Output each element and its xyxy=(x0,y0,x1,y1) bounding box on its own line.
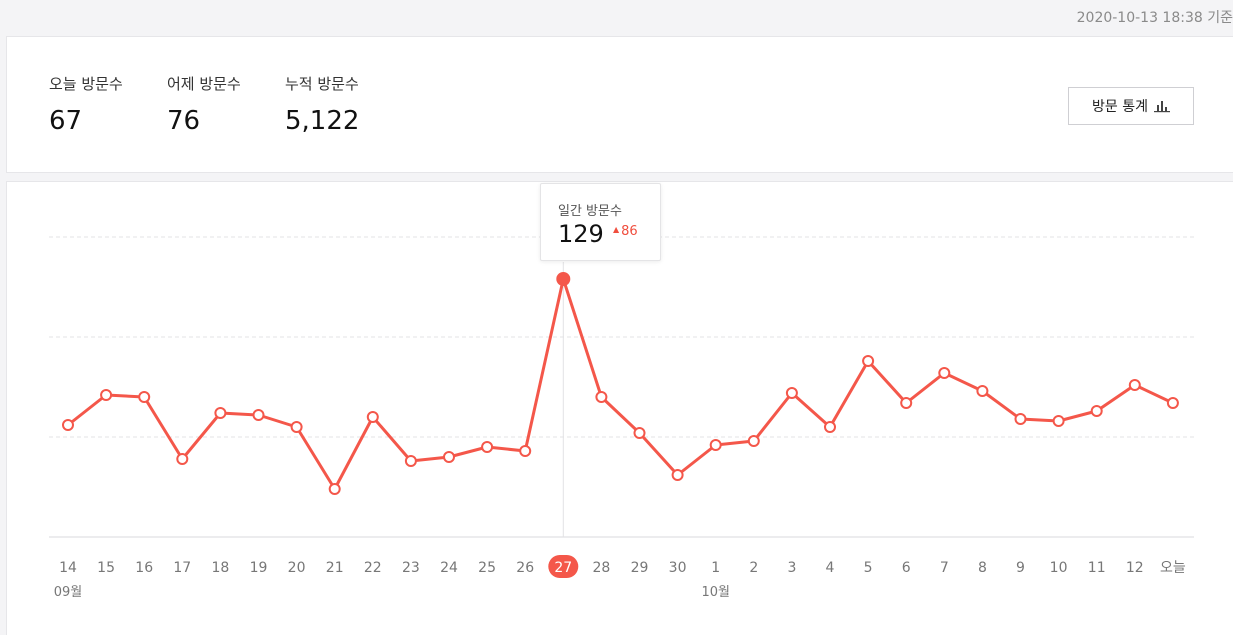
visit-stats-button-label: 방문 통계 xyxy=(1092,99,1148,115)
x-tick-label: 2 xyxy=(749,560,758,576)
x-tick-label: 6 xyxy=(902,560,911,576)
data-point xyxy=(1014,413,1027,425)
x-tick-label: 8 xyxy=(978,560,987,576)
data-point xyxy=(824,421,836,433)
data-point xyxy=(138,391,151,403)
data-point xyxy=(252,409,265,421)
x-tick-label: 14 xyxy=(59,560,77,576)
data-point xyxy=(1128,379,1141,391)
x-tick-label: 4 xyxy=(826,560,835,576)
x-tick-label: 5 xyxy=(864,560,873,576)
stat-today: 오늘 방문수 67 xyxy=(49,73,123,136)
data-point xyxy=(100,389,113,401)
x-month-label: 09월 xyxy=(54,585,83,600)
stat-total-label: 누적 방문수 xyxy=(285,75,359,93)
data-point xyxy=(519,445,532,457)
timestamp: 2020-10-13 18:38 기준 xyxy=(1076,10,1233,26)
data-point-highlighted xyxy=(556,272,571,286)
data-point xyxy=(671,469,684,481)
data-point xyxy=(862,355,875,367)
x-tick-label: 23 xyxy=(402,560,420,576)
data-point xyxy=(328,483,341,495)
x-tick-label: 22 xyxy=(364,560,382,576)
chart-tooltip: 일간 방문수 129 ▲ 86 xyxy=(540,183,661,261)
series-line xyxy=(67,277,1174,491)
x-tick-label: 9 xyxy=(1016,560,1025,576)
x-tick-label: 18 xyxy=(211,560,229,576)
x-tick-label: 21 xyxy=(326,560,344,576)
stat-yesterday: 어제 방문수 76 xyxy=(167,73,241,136)
tooltip-delta: ▲ 86 xyxy=(613,224,638,239)
x-tick-label: 7 xyxy=(940,560,949,576)
summary-card: 오늘 방문수 67 어제 방문수 76 누적 방문수 5,122 방문 통계 xyxy=(6,36,1233,173)
bar-chart-icon xyxy=(1153,101,1170,113)
x-tick-label: 17 xyxy=(173,560,191,576)
chart-card: 14 15 16 17 18 19 20 21 22 23 24 25 26 27 28 29 30 1 2 3 4 5 6… xyxy=(6,181,1233,635)
tooltip-value: 129 xyxy=(558,220,604,248)
data-point xyxy=(709,439,722,451)
data-point xyxy=(290,421,303,433)
x-month-label: 10월 xyxy=(701,585,730,600)
x-tick-label: 16 xyxy=(135,560,153,576)
stat-yesterday-label: 어제 방문수 xyxy=(167,75,241,93)
data-point xyxy=(1052,415,1065,427)
data-point xyxy=(1166,397,1179,409)
data-point xyxy=(481,441,494,453)
x-tick-label: 30 xyxy=(669,560,687,576)
x-tick-label: 28 xyxy=(592,560,610,576)
x-tick-label: 20 xyxy=(288,560,306,576)
stat-yesterday-value: 76 xyxy=(167,106,201,136)
data-point xyxy=(747,435,760,447)
visits-line-chart: 14 15 16 17 18 19 20 21 22 23 24 25 26 27 28 29 30 1 2 3 4 5 6… xyxy=(49,236,1194,600)
data-point xyxy=(366,411,379,423)
tooltip-delta-value: 86 xyxy=(621,224,638,239)
stat-total: 누적 방문수 5,122 xyxy=(285,73,359,136)
x-tick-highlight-pill xyxy=(548,555,579,578)
tooltip-label: 일간 방문수 xyxy=(558,204,622,219)
x-tick-label: 10 xyxy=(1050,560,1068,576)
x-tick-label: 12 xyxy=(1126,560,1144,576)
data-point xyxy=(900,397,913,409)
up-triangle-icon: ▲ xyxy=(613,225,620,234)
x-tick-label: 25 xyxy=(478,560,496,576)
data-point xyxy=(633,427,646,439)
x-tick-label: 24 xyxy=(440,560,458,576)
data-point xyxy=(938,367,951,379)
x-tick-label: 오늘 xyxy=(1160,560,1186,576)
stat-total-value: 5,122 xyxy=(285,106,360,136)
data-point xyxy=(62,419,74,431)
x-tick-label: 19 xyxy=(250,560,268,576)
data-point xyxy=(785,387,798,399)
x-tick-label: 29 xyxy=(631,560,649,576)
data-point xyxy=(214,407,227,419)
data-point xyxy=(1090,405,1103,417)
visit-stats-button[interactable]: 방문 통계 xyxy=(1068,87,1194,125)
x-tick-label: 11 xyxy=(1088,560,1106,576)
x-tick-label: 3 xyxy=(787,560,796,576)
x-tick-label: 1 xyxy=(711,560,720,576)
x-tick-label: 27 xyxy=(554,560,572,576)
x-tick-label: 26 xyxy=(516,560,534,576)
data-point xyxy=(443,451,455,463)
data-point xyxy=(176,453,189,465)
stat-today-label: 오늘 방문수 xyxy=(49,75,123,93)
x-tick-label: 15 xyxy=(97,560,115,576)
data-point xyxy=(595,391,608,403)
data-point xyxy=(404,455,417,467)
data-point xyxy=(976,385,989,397)
stat-today-value: 67 xyxy=(49,106,83,136)
